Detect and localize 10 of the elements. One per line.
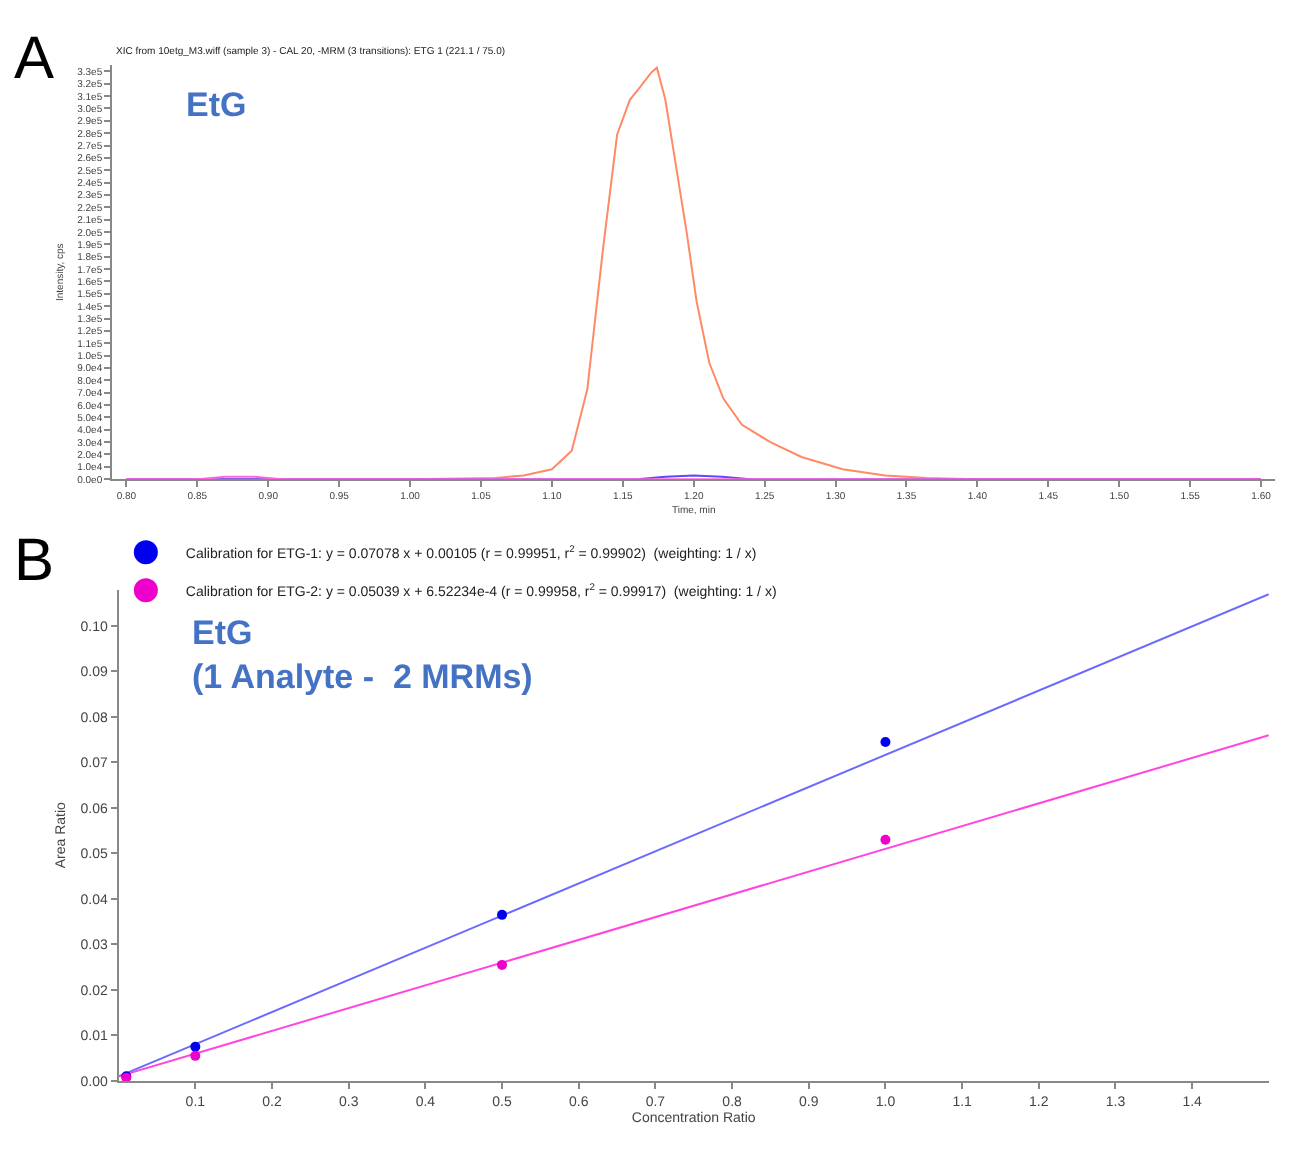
text: A xyxy=(14,26,55,92)
annotation: EtG xyxy=(186,86,247,124)
point xyxy=(497,959,508,970)
point xyxy=(880,834,891,845)
annotation: EtG (1 Analyte - 2 MRMs) xyxy=(192,614,533,697)
point xyxy=(190,1050,201,1061)
point xyxy=(190,1041,201,1052)
point xyxy=(880,736,891,747)
text: B xyxy=(14,528,55,594)
point xyxy=(497,909,508,920)
